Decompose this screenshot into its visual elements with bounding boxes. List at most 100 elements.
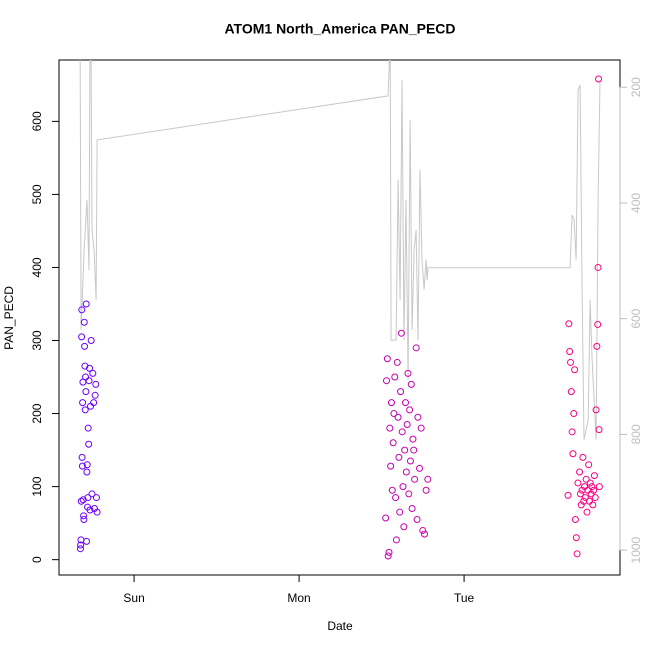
data-point xyxy=(410,446,418,454)
data-point xyxy=(84,424,92,432)
data-point xyxy=(403,421,411,429)
data-point xyxy=(85,440,93,448)
data-point xyxy=(408,505,416,513)
data-point xyxy=(394,413,402,421)
data-point xyxy=(82,373,90,381)
data-point xyxy=(402,399,409,407)
data-point xyxy=(402,468,410,476)
data-point xyxy=(86,506,94,514)
data-point xyxy=(396,508,404,516)
data-point xyxy=(576,468,584,476)
data-point xyxy=(593,342,601,350)
data-point xyxy=(401,446,409,454)
data-point xyxy=(567,388,575,396)
data-point xyxy=(581,494,589,502)
data-point xyxy=(89,369,97,377)
data-point xyxy=(424,475,432,483)
data-point xyxy=(400,523,408,531)
data-point xyxy=(565,320,573,328)
data-point xyxy=(411,475,419,483)
data-point xyxy=(83,537,91,545)
data-point xyxy=(382,514,390,522)
x-tick-label: Sun xyxy=(123,591,144,605)
data-point xyxy=(78,333,86,341)
data-point xyxy=(87,337,95,345)
data-point xyxy=(416,464,424,472)
data-point xyxy=(78,462,86,470)
data-point xyxy=(590,486,598,494)
y-tick-label: 600 xyxy=(30,111,44,131)
data-point xyxy=(397,329,405,337)
data-point xyxy=(81,342,89,350)
data-point xyxy=(76,545,84,553)
data-point xyxy=(585,497,593,505)
data-point xyxy=(83,461,91,469)
y-tick-label: 500 xyxy=(30,184,44,204)
data-point xyxy=(395,453,403,461)
data-point xyxy=(393,358,401,366)
data-point xyxy=(91,391,99,399)
data-point xyxy=(572,534,580,542)
data-point xyxy=(83,468,91,476)
data-point xyxy=(392,494,400,502)
data-point xyxy=(422,486,430,494)
data-point xyxy=(583,508,591,516)
data-point xyxy=(571,366,579,374)
data-point xyxy=(409,435,417,443)
data-point xyxy=(383,377,391,385)
data-point xyxy=(413,515,421,523)
chart-title: ATOM1 North_America PAN_PECD xyxy=(224,21,455,37)
data-point xyxy=(595,75,603,83)
data-point xyxy=(592,406,600,414)
data-point xyxy=(387,399,395,407)
data-point xyxy=(88,490,96,498)
data-point xyxy=(570,410,578,418)
data-point xyxy=(81,406,89,414)
y2-tick-label: 400 xyxy=(629,193,643,213)
data-point xyxy=(414,413,422,421)
data-point xyxy=(405,490,413,498)
data-point xyxy=(591,494,599,502)
data-point xyxy=(387,462,395,470)
x-axis-label: Date xyxy=(327,619,353,633)
data-point xyxy=(78,306,86,314)
data-point xyxy=(573,550,581,558)
data-point xyxy=(586,479,594,487)
data-point xyxy=(86,364,94,372)
data-point xyxy=(384,552,392,560)
data-point xyxy=(90,399,98,407)
data-point xyxy=(388,486,396,494)
data-point xyxy=(85,377,93,385)
data-point xyxy=(589,501,597,509)
y-tick-label: 200 xyxy=(30,403,44,423)
line-layer xyxy=(79,60,601,440)
data-point xyxy=(585,461,593,469)
data-point xyxy=(595,483,603,491)
point-layer xyxy=(76,75,603,560)
data-point xyxy=(397,388,405,396)
data-point xyxy=(576,490,584,498)
data-point xyxy=(80,515,88,523)
data-point xyxy=(93,508,101,516)
data-point xyxy=(77,541,85,549)
y2-tick-label: 200 xyxy=(629,77,643,97)
data-point xyxy=(407,380,415,388)
data-point xyxy=(567,358,574,366)
data-point xyxy=(79,399,87,407)
data-point xyxy=(574,479,582,487)
y2-tick-label: 1000 xyxy=(629,536,643,563)
data-point xyxy=(595,426,603,434)
data-point xyxy=(569,450,577,458)
data-point xyxy=(417,424,425,432)
data-point xyxy=(391,373,399,381)
data-point xyxy=(84,494,92,502)
data-point xyxy=(588,483,596,491)
data-point xyxy=(566,347,574,355)
data-point xyxy=(92,494,100,502)
data-point xyxy=(564,491,572,499)
data-point xyxy=(406,457,414,465)
data-point xyxy=(412,344,420,352)
data-point xyxy=(420,530,428,538)
y2-tick-label: 800 xyxy=(629,424,643,444)
